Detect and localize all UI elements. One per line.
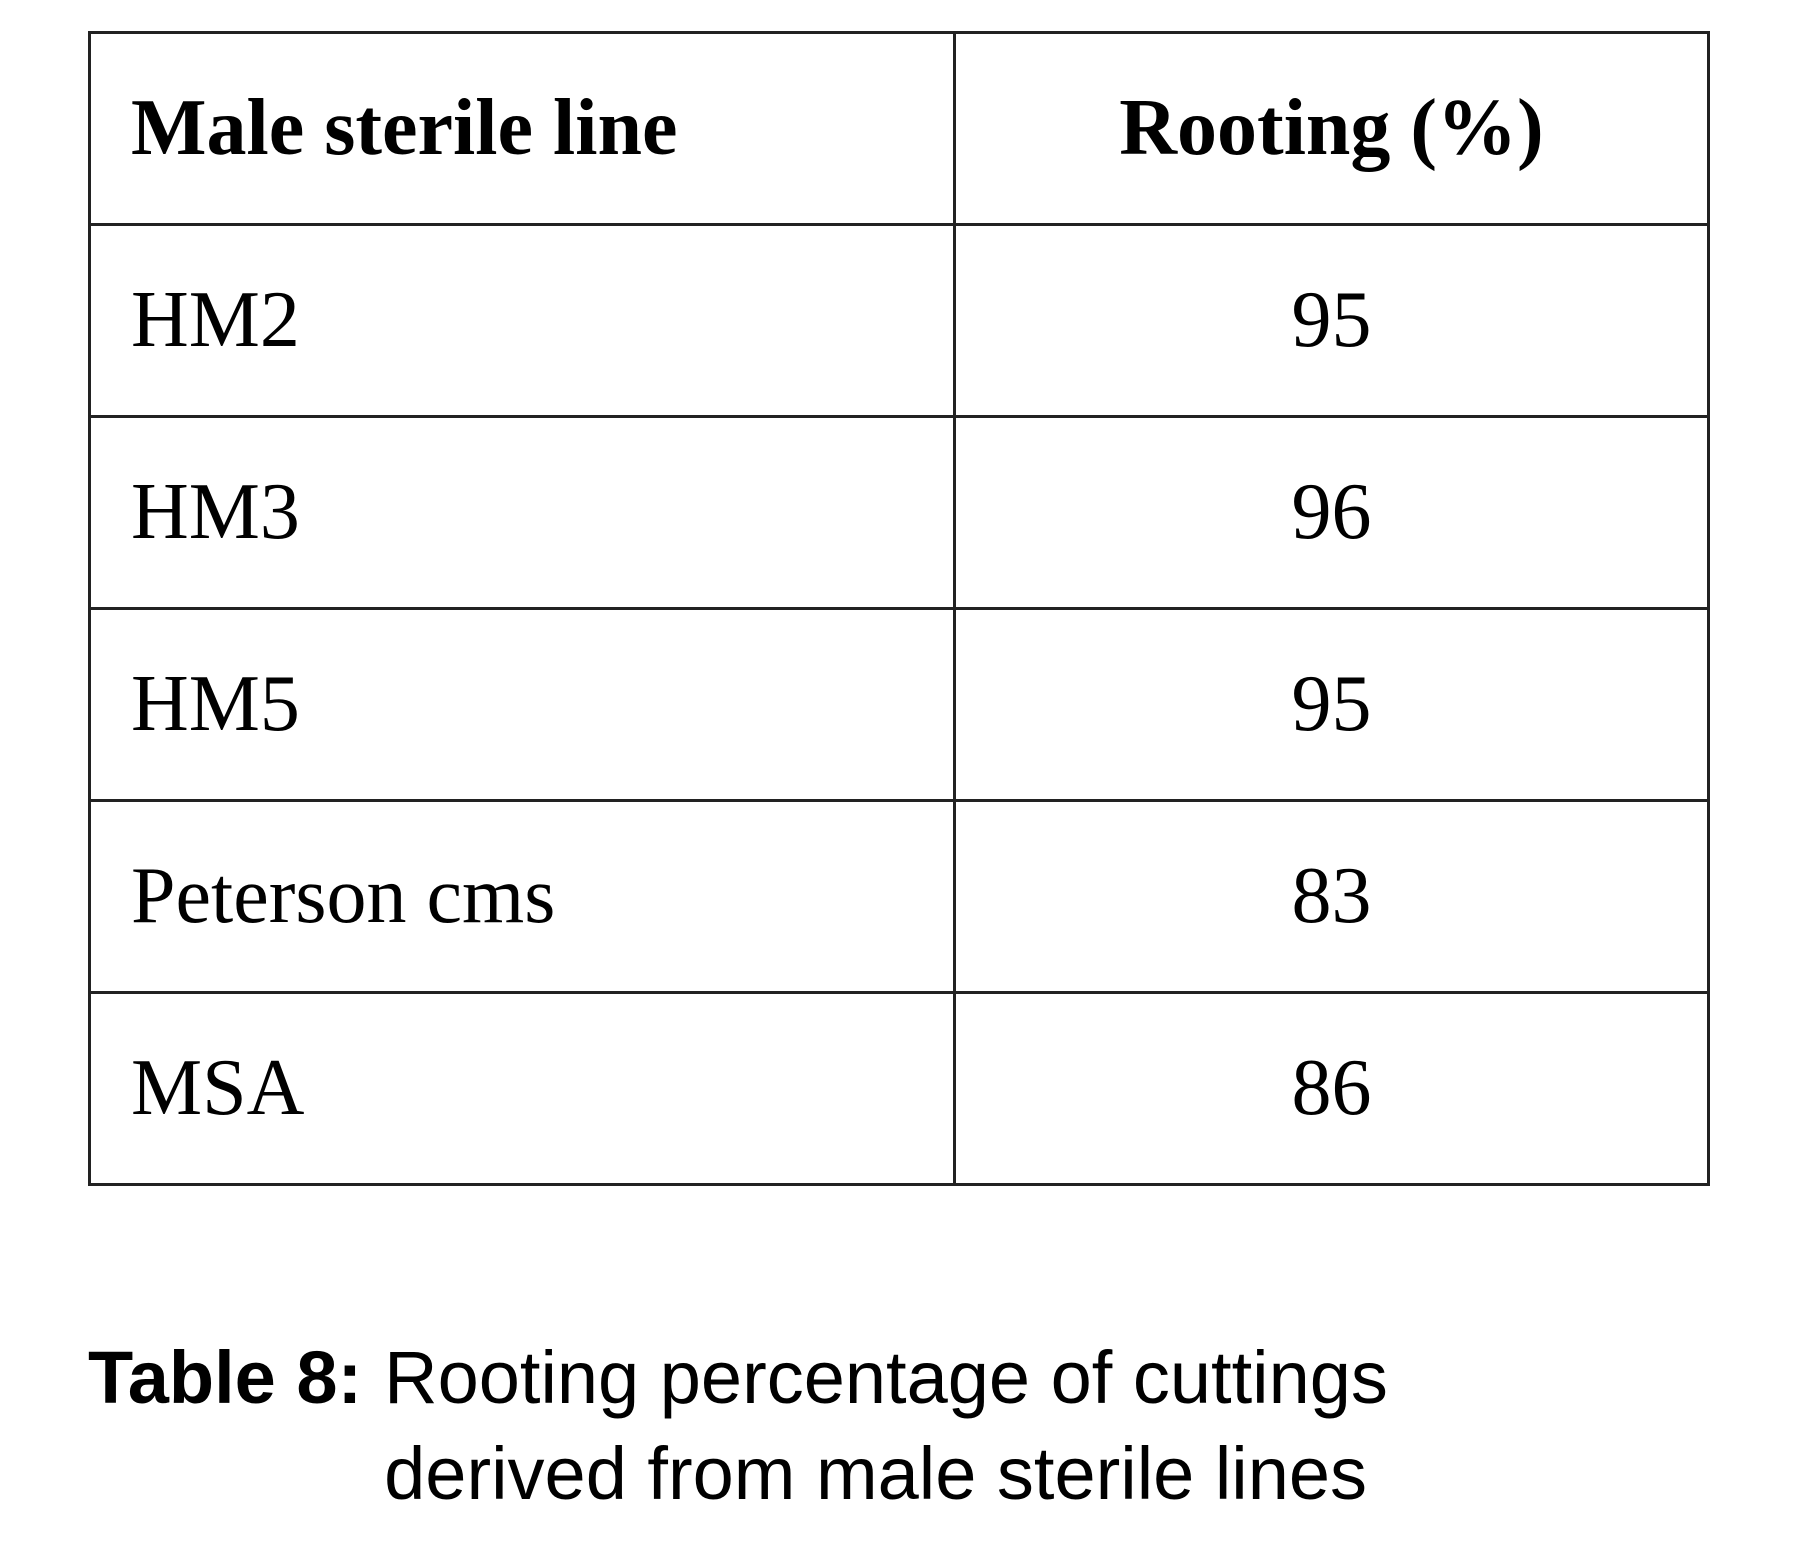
table-cell: MSA [88,991,956,1186]
caption-label: Table 8: [88,1336,363,1419]
table-row: HM5 95 [88,607,1710,802]
table-cell: 96 [953,415,1710,610]
header-cell: Rooting (%) [953,31,1710,226]
table-cell: HM3 [88,415,956,610]
table-cell: 83 [953,799,1710,994]
caption: Table 8: Rooting percentage of cuttings … [88,1330,1554,1522]
table-body: HM2 95 HM3 96 HM5 95 Peterson cms 83 MSA 86 [88,223,1710,1186]
table-row: HM2 95 [88,223,1710,418]
header-cell: Male sterile line [88,31,956,226]
table-row: HM3 96 [88,415,1710,610]
table-cell: 95 [953,223,1710,418]
table-cell: Peterson cms [88,799,956,994]
table-row: Peterson cms 83 [88,799,1710,994]
table-cell: 95 [953,607,1710,802]
table-cell: 86 [953,991,1710,1186]
table-row: MSA 86 [88,991,1710,1186]
data-table: Male sterile line Rooting (%) HM2 95 HM3 96 H… [88,31,1710,1186]
header-row: Male sterile line Rooting (%) [88,31,1710,226]
caption-text: Rooting percentage of cuttings derived f… [384,1336,1388,1515]
table-cell: HM2 [88,223,956,418]
table-cell: HM5 [88,607,956,802]
